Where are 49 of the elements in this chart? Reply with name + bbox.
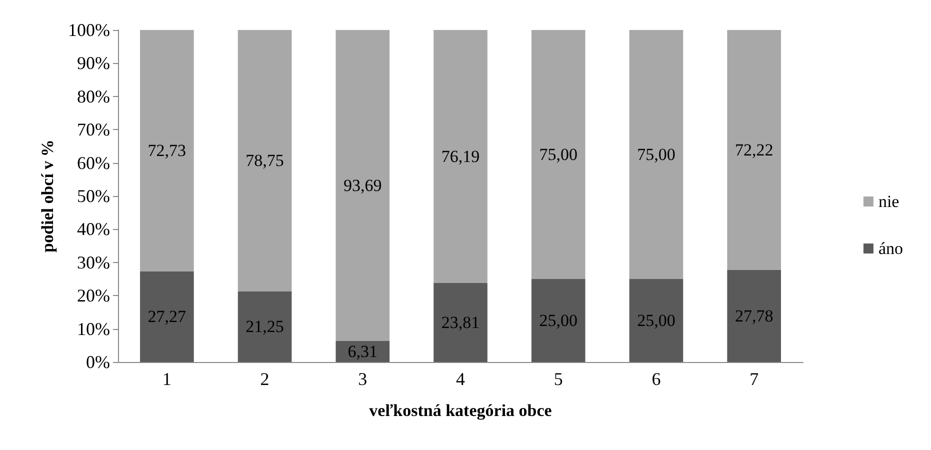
x-tick-label: 3 — [358, 369, 368, 389]
bar — [434, 30, 488, 283]
legend-label: áno — [878, 239, 903, 258]
y-tick-label: 0% — [86, 352, 110, 372]
bar — [727, 270, 781, 362]
y-tick-label: 30% — [77, 252, 110, 272]
y-tick-label: 60% — [77, 152, 110, 173]
bar — [531, 279, 586, 362]
y-tick-label: 20% — [77, 286, 110, 306]
bar — [531, 30, 586, 279]
y-tick-label: 40% — [77, 219, 110, 240]
bar — [238, 291, 292, 362]
x-tick-label: 1 — [162, 369, 172, 389]
data-label: 72,22 — [734, 140, 774, 160]
y-tick-label: 80% — [77, 86, 110, 106]
data-label: 27,27 — [148, 307, 187, 326]
y-tick-label: 50% — [77, 186, 110, 206]
data-label: 72,73 — [148, 141, 186, 160]
y-tick-label: 100% — [68, 20, 110, 40]
y-tick-label: 90% — [77, 53, 110, 74]
x-tick-label: 4 — [456, 369, 465, 389]
data-label: 25,00 — [539, 311, 578, 330]
data-label: 23,81 — [441, 312, 480, 332]
bar — [434, 282, 488, 362]
x-tick-label: 7 — [750, 369, 759, 389]
data-label: 78,75 — [246, 151, 284, 170]
data-label: 76,19 — [441, 146, 480, 166]
bar — [336, 30, 390, 342]
bar — [629, 30, 684, 279]
data-label: 93,69 — [344, 176, 382, 196]
data-label: 21,25 — [246, 317, 284, 336]
y-tick-label: 10% — [77, 318, 110, 339]
x-tick-label: 6 — [652, 369, 661, 389]
bar — [140, 30, 194, 272]
data-label: 27,78 — [734, 306, 774, 326]
x-tick-label: 5 — [554, 369, 563, 389]
y-axis-title: podiel obcí v % — [38, 140, 57, 252]
bar — [140, 271, 194, 362]
data-label: 75,00 — [637, 145, 676, 164]
data-label: 6,31 — [348, 342, 378, 362]
bar — [238, 30, 292, 292]
y-tick-label: 70% — [77, 120, 110, 140]
x-tick-label: 2 — [260, 369, 270, 389]
bar — [629, 279, 684, 362]
x-axis-title: veľkostná kategória obce — [369, 401, 552, 420]
bar — [727, 30, 781, 270]
legend-label: nie — [878, 192, 900, 211]
data-label: 75,00 — [539, 145, 578, 164]
data-label: 25,00 — [637, 311, 676, 330]
